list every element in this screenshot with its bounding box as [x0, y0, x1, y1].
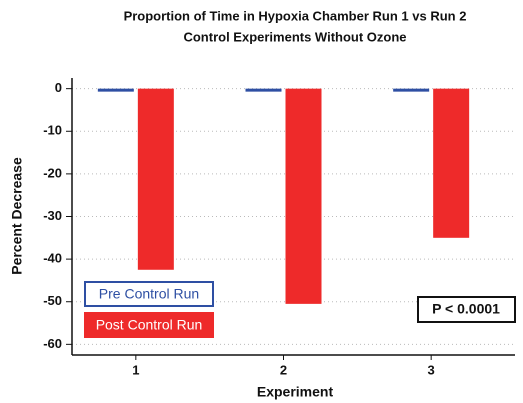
bar	[245, 88, 282, 92]
y-tick-label: -20	[43, 165, 62, 180]
y-tick-label: 0	[55, 80, 62, 95]
y-tick-label: -30	[43, 208, 62, 223]
y-axis-label: Percent Decrease	[9, 157, 25, 275]
legend-label: Post Control Run	[96, 317, 203, 333]
y-tick-label: -50	[43, 293, 62, 308]
bar	[393, 88, 430, 92]
legend-box	[84, 281, 214, 307]
legend-box	[84, 312, 214, 338]
y-tick-label: -40	[43, 251, 62, 266]
x-tick-label: 1	[132, 362, 139, 377]
annotation: P < 0.0001	[432, 301, 500, 317]
x-tick-label: 3	[428, 362, 435, 377]
bar	[137, 88, 174, 270]
chart-title: Proportion of Time in Hypoxia Chamber Ru…	[124, 8, 467, 23]
annotation-box	[417, 296, 516, 323]
chart-subtitle: Control Experiments Without Ozone	[183, 29, 406, 44]
bar	[433, 88, 470, 238]
y-tick-label: -10	[43, 123, 62, 138]
bar	[97, 88, 134, 92]
legend-label: Pre Control Run	[99, 286, 199, 302]
y-tick-label: -60	[43, 336, 62, 351]
bar	[285, 88, 322, 304]
x-axis-label: Experiment	[257, 384, 334, 400]
x-tick-label: 2	[280, 362, 287, 377]
